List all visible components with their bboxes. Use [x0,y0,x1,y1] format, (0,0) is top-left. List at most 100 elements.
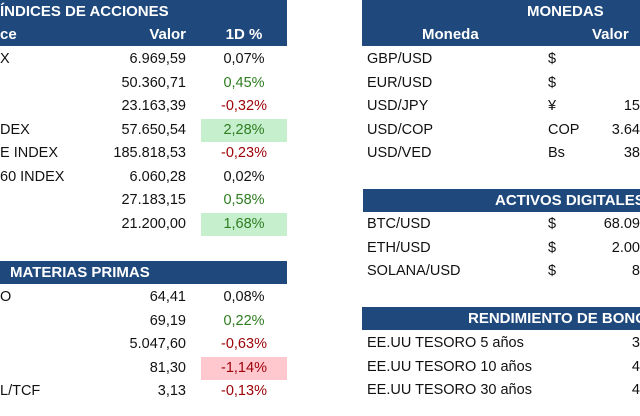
currencies-title: MONEDAS [527,3,604,20]
row-value: 57.650,54 [121,121,186,138]
col-value-header: Valor [592,26,629,43]
table-row: 81,30 -1,14% [0,356,287,380]
row-value: 38 [623,145,640,161]
col-value-header: Valor [149,26,186,43]
row-change: -0,23% [221,145,267,161]
row-currency-symbol: $ [548,263,557,279]
row-change: -0,13% [221,383,267,399]
table-row: EE.UU TESORO 30 años 4 [362,379,640,402]
row-currency-symbol: $ [548,51,557,67]
row-name: O [0,289,12,305]
col-change-header: 1D % [225,26,263,43]
col-currency-header: Moneda [422,26,479,43]
row-name: EE.UU TESORO 10 años [367,358,532,375]
table-row: X 6.969,59 0,07% [0,48,287,71]
row-change: 2,28% [201,118,287,142]
table-row: L/TCF 3,13 -0,13% [0,380,287,403]
row-value: 5.047,60 [129,336,186,352]
row-name: ETH/USD [367,239,431,256]
table-row: GBP/USD $ [362,48,640,71]
row-name: EE.UU TESORO 5 años [367,335,524,351]
row-value: 4 [631,358,640,375]
table-row: EE.UU TESORO 5 años 3 [362,332,640,355]
row-change: 1,68% [201,212,287,236]
table-row: 69,19 0,22% [0,310,287,333]
row-name: EE.UU TESORO 30 años [367,382,532,398]
indices-title-bar: ÍNDICES DE ACCIONES [0,0,287,23]
row-name: BTC/USD [367,216,431,232]
row-change: 0,08% [223,289,265,305]
commodities-title-bar: MATERIAS PRIMAS [0,261,287,284]
table-row: ETH/USD $2.00 [362,237,640,260]
row-currency-symbol: $ [548,74,557,91]
bonds-title: RENDIMIENTO DE BONO [468,310,640,327]
table-row: USD/VED Bs 38 [362,142,640,165]
row-currency-symbol: COP [548,121,580,138]
row-name: USD/JPY [367,98,429,114]
row-change: -0,63% [221,336,267,352]
table-row: E INDEX 185.818,53 -0,23% [0,142,287,165]
row-change: 0,22% [223,312,265,329]
row-value: 3.64 [611,121,640,138]
row-value: 27.183,15 [121,192,186,208]
row-value: 3,13 [157,383,186,399]
row-name: L/TCF [0,383,41,399]
table-row: USD/COP COP 3.64 [362,119,640,142]
row-value: 50.360,71 [121,74,186,91]
row-value: 21.200,00 [121,215,186,232]
table-row: 60 INDEX 6.060,28 0,02% [0,166,287,189]
row-value: 2.00 [611,239,640,256]
indices-title: ÍNDICES DE ACCIONES [0,3,169,20]
currencies-title-bar: MONEDAS [362,0,640,23]
table-row: EUR/USD $ [362,72,640,95]
row-name: DEX [0,121,30,138]
row-name: SOLANA/USD [367,263,461,279]
row-change: 0,02% [223,168,265,185]
table-row: 50.360,71 0,45% [0,72,287,95]
table-row: O 64,41 0,08% [0,286,287,309]
row-name: USD/VED [367,145,432,161]
row-value: 15 [623,98,640,114]
row-currency-symbol: $ [548,216,557,232]
row-change: 0,58% [223,192,265,208]
table-row: 27.183,15 0,58% [0,189,287,212]
table-row: 5.047,60 -0,63% [0,333,287,356]
table-row: USD/JPY ¥15 [362,95,640,118]
row-change: 0,45% [223,74,265,91]
row-value: 23.163,39 [121,98,186,114]
digital-title: ACTIVOS DIGITALES [495,192,640,209]
table-row: 23.163,39 -0,32% [0,95,287,118]
table-row: SOLANA/USD $8 [362,260,640,283]
table-row: DEX 57.650,54 2,28% [0,118,287,142]
table-row: BTC/USD $68.09 [362,213,640,236]
row-name: GBP/USD [367,51,433,67]
commodities-title: MATERIAS PRIMAS [10,264,150,281]
digital-title-bar: ACTIVOS DIGITALES [363,189,640,212]
bonds-title-bar: RENDIMIENTO DE BONO [362,307,640,330]
row-name: E INDEX [0,145,59,161]
row-currency-symbol: Bs [548,145,565,161]
row-value: 68.09 [603,216,640,232]
row-name: USD/COP [367,121,434,138]
table-row: 21.200,00 1,68% [0,212,287,236]
row-value: 4 [631,382,640,398]
row-value: 69,19 [149,312,186,329]
row-name: EUR/USD [367,74,433,91]
row-value: 6.969,59 [129,51,186,67]
table-row: EE.UU TESORO 10 años 4 [362,356,640,379]
row-name: 60 INDEX [0,168,65,185]
row-currency-symbol: ¥ [548,98,557,114]
col-name-header: ce [0,26,17,43]
row-change: -0,32% [221,98,267,114]
currencies-header-row: Moneda Valor [362,23,640,46]
row-change: 0,07% [223,51,265,67]
row-value: 8 [631,263,640,279]
row-value: 6.060,28 [129,168,186,185]
row-value: 81,30 [149,359,186,376]
row-value: 64,41 [149,289,186,305]
row-value: 185.818,53 [113,145,186,161]
row-value: 3 [631,335,640,351]
row-currency-symbol: $ [548,239,557,256]
indices-header-row: ce Valor 1D % [0,23,287,46]
row-change: -1,14% [201,356,287,380]
